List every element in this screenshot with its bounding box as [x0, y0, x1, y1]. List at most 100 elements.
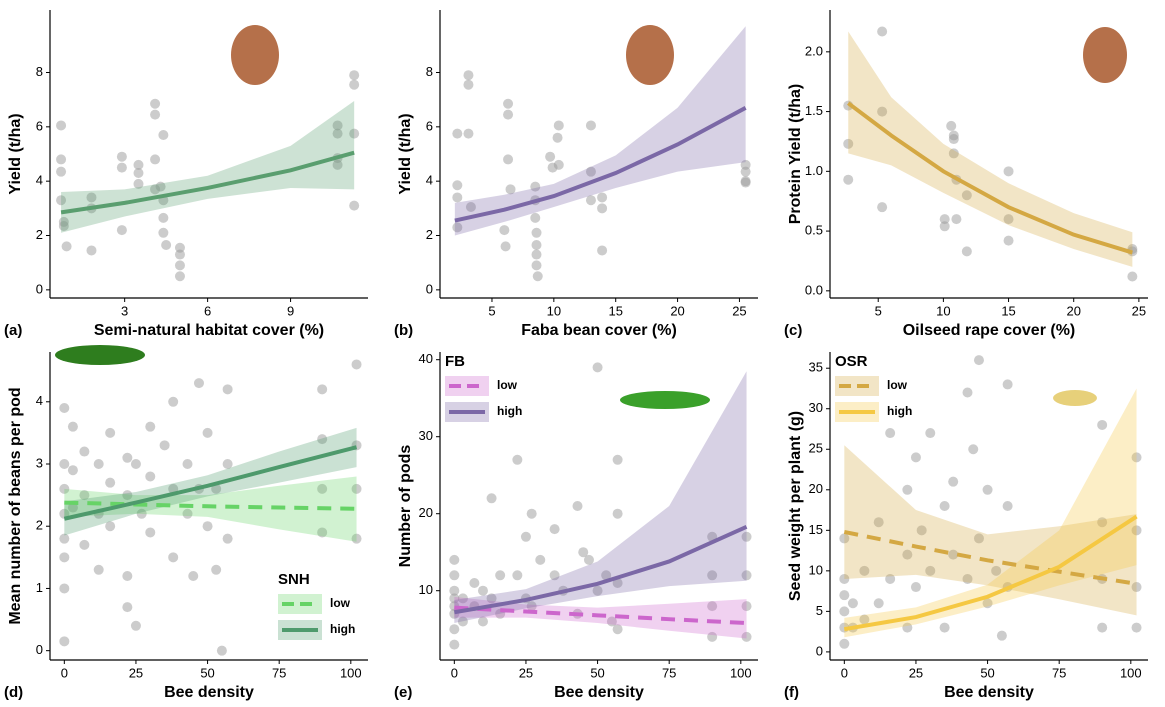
point: [158, 227, 169, 238]
panel-label: (e): [394, 684, 412, 701]
y-axis-label: Yield (t/ha): [7, 113, 24, 194]
point: [332, 128, 343, 139]
point: [902, 484, 913, 495]
point: [86, 192, 97, 203]
point: [182, 508, 193, 519]
point: [910, 582, 921, 593]
x-tick-label: 10: [547, 303, 561, 318]
point: [449, 585, 460, 596]
point: [877, 202, 888, 213]
point: [116, 162, 127, 173]
y-tick-label: 4: [36, 393, 43, 408]
y-tick-label: 1.0: [805, 163, 823, 178]
point: [211, 483, 222, 494]
point: [961, 246, 972, 257]
point: [707, 601, 718, 612]
point: [193, 378, 204, 389]
point: [545, 151, 556, 162]
point: [349, 128, 360, 139]
point: [531, 249, 542, 260]
panel: 0 2 4 6 8 5 10 15 20 25 Faba bean cover (%) Yield (…: [394, 10, 758, 339]
point: [133, 159, 144, 170]
point: [1003, 166, 1014, 177]
point: [553, 159, 564, 170]
point: [105, 477, 116, 488]
legend-label: low: [887, 378, 908, 392]
point: [877, 26, 888, 37]
x-axis-label: Bee density: [554, 684, 644, 701]
point: [968, 444, 979, 455]
point: [925, 565, 936, 576]
point: [332, 120, 343, 131]
panel-label: (a): [4, 322, 22, 339]
point: [79, 446, 90, 457]
point: [740, 177, 751, 188]
point: [317, 527, 328, 538]
x-tick-label: 10: [936, 303, 950, 318]
point: [531, 260, 542, 271]
point: [948, 134, 959, 145]
point: [457, 593, 468, 604]
x-tick-label: 0: [451, 665, 458, 680]
point: [133, 168, 144, 179]
y-tick-label: 30: [809, 400, 823, 415]
point: [136, 508, 147, 519]
y-tick-label: 8: [36, 64, 43, 79]
y-tick-label: 6: [426, 118, 433, 133]
pod-icon: [620, 391, 710, 409]
point: [222, 459, 233, 469]
panel-label: (b): [394, 322, 413, 339]
point: [585, 195, 596, 206]
y-tick-label: 1: [36, 580, 43, 595]
point: [477, 585, 488, 596]
x-axis-label: Semi-natural habitat cover (%): [94, 322, 324, 339]
point: [56, 195, 67, 206]
point: [839, 533, 850, 544]
y-tick-label: 20: [809, 481, 823, 496]
point: [843, 138, 854, 149]
point: [839, 638, 850, 649]
point: [168, 396, 179, 407]
point: [145, 421, 156, 432]
point: [59, 552, 70, 563]
point: [145, 471, 156, 482]
point: [503, 109, 514, 120]
point: [59, 533, 70, 544]
x-axis-label: Bee density: [944, 684, 1034, 701]
sack-icon: [626, 25, 674, 85]
y-tick-label: 10: [419, 582, 433, 597]
x-tick-label: 5: [488, 303, 495, 318]
x-tick-label: 15: [1001, 303, 1015, 318]
fit-line: [454, 605, 747, 626]
point: [948, 476, 959, 487]
point: [67, 502, 78, 513]
point: [1002, 379, 1013, 390]
point: [740, 166, 751, 177]
point: [495, 570, 506, 581]
x-tick-label: 100: [340, 665, 362, 680]
y-axis-label: Yield (t/ha): [397, 113, 414, 194]
point: [67, 465, 78, 476]
x-tick-label: 6: [204, 303, 211, 318]
x-axis-label: Bee density: [164, 684, 254, 701]
point: [530, 212, 541, 223]
point: [486, 593, 497, 604]
point: [158, 129, 169, 140]
point: [449, 639, 460, 650]
point: [349, 70, 360, 81]
y-tick-label: 6: [36, 118, 43, 133]
point: [86, 245, 97, 256]
y-tick-label: 2: [36, 518, 43, 533]
y-axis-label: Mean number of beans per pod: [7, 387, 24, 624]
point: [1131, 452, 1142, 463]
y-tick-label: 10: [809, 562, 823, 577]
y-axis-label: Number of pods: [397, 445, 414, 568]
point: [145, 527, 156, 538]
point: [150, 154, 161, 165]
point: [449, 570, 460, 581]
point: [56, 154, 67, 165]
confidence-band: [454, 596, 747, 639]
sack-icon: [1083, 27, 1127, 83]
panel: 0 1 2 3 4 0 25 50 75 100 Bee density Mean number of…: [4, 352, 368, 701]
